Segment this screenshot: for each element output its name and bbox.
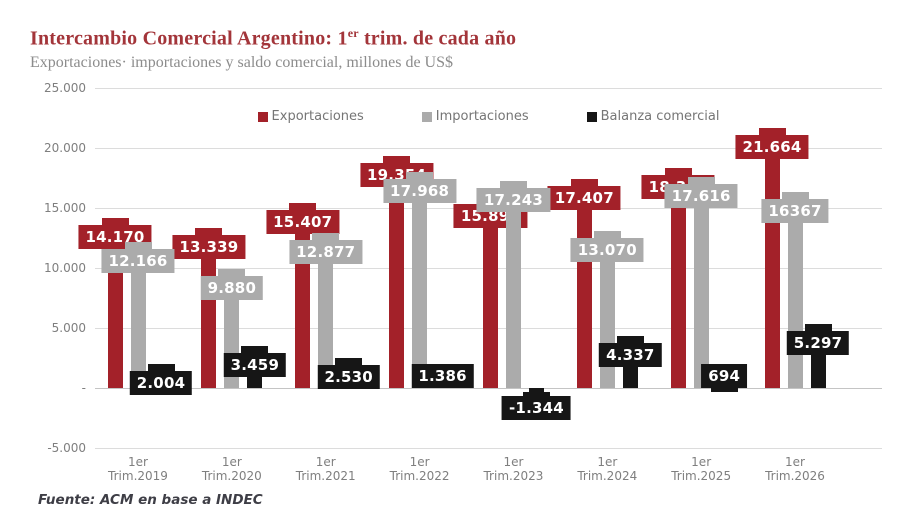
y-axis-tick-label: 5.000 [51,321,86,335]
bar-value-label-balanza-2022: 1.386 [411,364,474,388]
x-axis-label-line2: Trim.2022 [389,469,450,483]
bar-exportaciones-2022 [389,155,405,388]
bar-importaciones-2021 [318,233,334,388]
legend-swatch-importaciones-icon [421,111,432,122]
x-axis-label-line2: Trim.2023 [483,469,544,483]
bar-value-label-importaciones-2024: 13.070 [570,238,644,263]
chart-subtitle: Exportaciones· importaciones y saldo com… [30,54,453,71]
x-axis-label-line1: 1er [128,455,148,469]
bar-value-label-importaciones-2019: 12.166 [101,249,175,273]
bar-value-label-balanza-2021: 2.530 [317,364,380,389]
chart-title-text: Intercambio Comercial Argentino: 1 [30,27,348,50]
bar-value-label-exportaciones-2020: 13.339 [172,234,246,259]
chart-title-superscript: er [347,26,359,40]
bar-exportaciones-2023 [482,197,498,388]
bar-importaciones-2022 [412,172,428,388]
y-axis-tick-label: 20.000 [44,141,86,155]
bar-value-label-importaciones-2023: 17.243 [476,188,550,213]
bar-value-label-exportaciones-2026: 21.664 [735,135,809,160]
bar-value-label-importaciones-2025: 17.616 [664,183,738,208]
source-note: Fuente: ACM en base a INDEC [38,492,263,508]
x-axis-label-2025: 1er Trim.2025 [654,455,748,483]
x-axis-label-line1: 1er [315,455,336,469]
gridline [95,88,882,89]
x-axis-label-2023: 1er Trim.2023 [466,455,560,483]
bar-value-label-exportaciones-2024: 17.407 [547,186,621,211]
x-axis-label-line2: Trim.2024 [577,469,638,483]
bar-exportaciones-2026 [764,128,780,388]
y-axis-tick-label: 25.000 [44,81,86,95]
legend-swatch-exportaciones-icon [257,111,268,122]
bar-importaciones-2023 [505,181,521,388]
x-axis-label-2021: 1er Trim.2021 [279,455,373,483]
x-axis-label-line2: Trim.2026 [765,469,825,483]
bar-exportaciones-2024 [576,179,592,388]
x-axis-label-2024: 1er Trim.2024 [560,455,654,483]
legend-item-exportaciones: Exportaciones [257,109,364,124]
legend-label-balanza: Balanza comercial [600,109,720,124]
bar-value-label-balanza-2020: 3.459 [223,353,287,378]
legend-item-importaciones: Importaciones [421,109,529,124]
chart-title-suffix: trim. de cada año [358,27,517,50]
x-axis-label-line1: 1er [503,455,524,469]
bar-value-label-balanza-2025: 694 [701,364,748,388]
bar-value-label-exportaciones-2021: 15.407 [266,210,340,235]
y-axis-tick-label: 15.000 [44,201,86,215]
bar-value-label-importaciones-2022: 17.968 [383,179,457,204]
bar-importaciones-2025 [693,176,709,388]
y-axis-tick-label: 10.000 [44,261,86,275]
legend-item-balanza: Balanza comercial [586,109,720,124]
x-axis-label-2022: 1er Trim.2022 [373,455,467,483]
bar-value-label-importaciones-2026: 16367 [761,198,829,223]
y-axis-tick-label: -5.000 [47,441,86,455]
x-axis-label-2020: 1er Trim.2020 [185,455,279,483]
x-axis-label-2026: 1er Trim.2026 [748,455,842,483]
x-axis-label-line1: 1er [409,455,430,469]
chart-title: Intercambio Comercial Argentino: 1er tri… [30,26,516,51]
legend-label-importaciones: Importaciones [435,109,529,124]
bar-value-label-balanza-2023: -1.344 [502,396,571,421]
x-axis-label-line2: Trim.2020 [201,469,262,483]
bar-value-label-importaciones-2020: 9.880 [200,276,264,301]
x-axis-label-line1: 1er [597,455,618,469]
legend-swatch-balanza-icon [586,111,597,122]
gridline [95,448,882,449]
bar-exportaciones-2025 [670,168,686,388]
x-axis-label-line2: Trim.2019 [108,469,168,483]
x-axis-label-line1: 1er [691,455,712,469]
bar-exportaciones-2020 [201,227,217,388]
bar-importaciones-2019 [130,242,146,388]
legend-label-exportaciones: Exportaciones [271,109,364,124]
bar-value-label-balanza-2019: 2.004 [129,370,193,395]
bar-value-label-importaciones-2021: 12.877 [289,240,363,265]
x-axis-label-line1: 1er [785,455,805,469]
legend: Exportaciones Importaciones Balanza come… [95,109,882,124]
zero-gridline [95,388,882,389]
y-axis-tick-label: - [81,381,86,395]
bar-value-label-balanza-2024: 4.337 [599,342,662,367]
x-axis-label-line1: 1er [221,455,242,469]
x-axis-label-line2: Trim.2025 [671,469,732,483]
x-axis-label-line2: Trim.2021 [295,469,356,483]
bar-value-label-balanza-2026: 5.297 [786,331,850,356]
x-axis-label-2019: 1er Trim.2019 [91,455,185,483]
gridline [95,148,882,149]
